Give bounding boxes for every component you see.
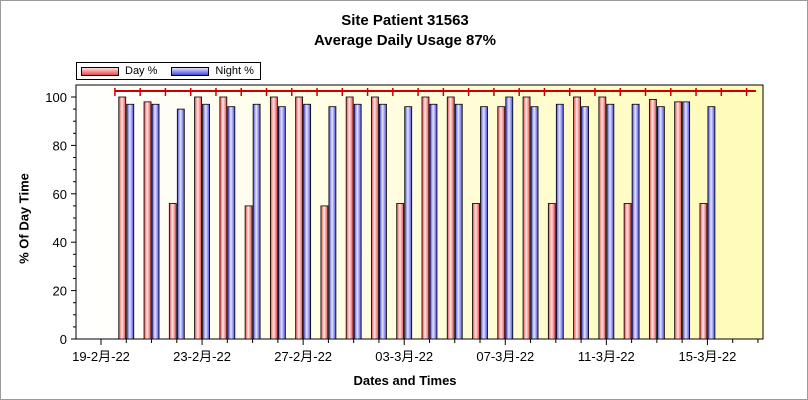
plot-area: [75, 84, 764, 340]
y-tick-label: 20: [53, 284, 67, 299]
bar-night: [404, 106, 413, 340]
x-tick-label: 15-3月-22: [679, 349, 737, 364]
bar-night: [505, 96, 514, 340]
bar-night: [656, 106, 665, 340]
bar-day: [472, 203, 480, 340]
bar-day: [371, 96, 379, 340]
chart-subtitle: Average Daily Usage 87%: [313, 32, 497, 49]
bar-day: [168, 203, 177, 340]
bar-day: [623, 203, 632, 340]
legend-swatch-day: [81, 66, 119, 76]
x-tick-label: 11-3月-22: [578, 349, 635, 364]
bar-night: [581, 106, 589, 340]
y-tick-label: 40: [53, 235, 67, 250]
bar-night: [202, 103, 210, 340]
bar-night: [555, 103, 564, 340]
bar-night: [606, 103, 615, 340]
bar-day: [118, 96, 127, 340]
legend-label-night: Night %: [215, 65, 254, 77]
bar-night: [151, 103, 160, 340]
bar-night: [707, 106, 716, 340]
x-tick-label: 03-3月-22: [375, 349, 433, 364]
bar-day: [421, 96, 430, 340]
bar-night: [252, 103, 261, 340]
bar-day: [396, 203, 405, 340]
bar-night: [227, 106, 236, 340]
bar-night: [126, 103, 135, 340]
bar-night: [480, 106, 488, 340]
x-tick-label: 27-2月-22: [274, 349, 332, 364]
bar-night: [303, 103, 312, 340]
bar-day: [345, 96, 354, 340]
bar-day: [648, 99, 657, 340]
bar-day: [573, 96, 581, 340]
bar-day: [143, 101, 152, 340]
bar-day: [269, 96, 278, 340]
legend-item-night: Night %: [171, 65, 254, 77]
bar-day: [497, 106, 506, 340]
bar-night: [429, 103, 438, 340]
bar-day: [699, 203, 708, 340]
bar-day: [674, 101, 683, 340]
chart-title: Site Patient 31563: [341, 12, 469, 29]
x-tick-label: 23-2月-22: [173, 349, 231, 364]
bar-night: [682, 101, 691, 340]
bar-night: [454, 103, 463, 340]
y-tick-label: 60: [53, 187, 67, 202]
bar-night: [353, 103, 362, 340]
bar-day: [547, 203, 556, 340]
bar-night: [328, 106, 337, 340]
x-axis-title: Dates and Times: [353, 373, 457, 388]
bar-night: [379, 103, 387, 340]
y-tick-label: 0: [60, 332, 67, 347]
bar-day: [219, 96, 228, 340]
bar-night: [176, 108, 185, 340]
y-tick-label: 100: [45, 90, 67, 105]
x-tick-label: 19-2月-22: [72, 349, 130, 364]
bar-day: [244, 205, 253, 340]
legend-label-day: Day %: [125, 65, 158, 77]
bar-day: [194, 96, 202, 340]
bar-day: [522, 96, 531, 340]
bar-night: [277, 106, 286, 340]
bar-night: [631, 103, 640, 340]
bar-day: [295, 96, 304, 340]
y-tick-label: 80: [53, 138, 67, 153]
bar-day: [320, 205, 329, 340]
legend-swatch-night: [171, 66, 210, 76]
bar-day: [598, 96, 607, 340]
legend-item-day: Day %: [81, 65, 157, 77]
chart-legend: Day % Night %: [76, 62, 261, 80]
bar-night: [530, 106, 539, 340]
x-tick-label: 07-3月-22: [476, 349, 534, 364]
bar-day: [446, 96, 455, 340]
